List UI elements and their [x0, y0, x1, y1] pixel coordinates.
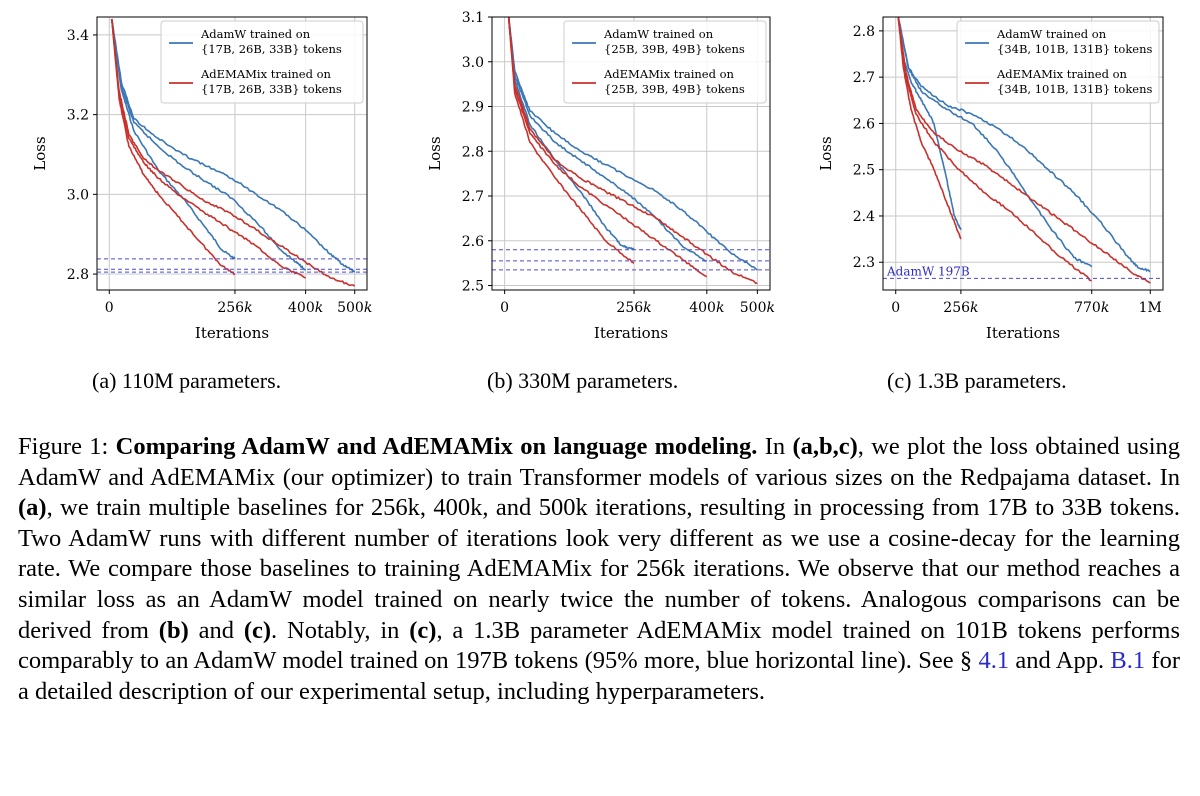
series-group	[110, 18, 356, 287]
series-line-ademamix-3	[507, 17, 635, 264]
y-tick-label: 2.5	[853, 163, 875, 179]
series-line-ademamix-5	[507, 17, 758, 285]
caption-text: and	[188, 616, 244, 644]
legend-entry-line1: AdEMAMix trained on	[200, 67, 332, 81]
series-group	[507, 17, 758, 285]
caption-bold: (b)	[158, 616, 189, 644]
reference-label: AdamW 197B	[886, 264, 970, 278]
y-tick-label: 2.5	[462, 279, 484, 295]
caption-text: , we plot the loss obtained using AdamW …	[18, 433, 1181, 491]
caption-bold: (c)	[409, 616, 437, 644]
legend-entry-line2: {17B, 26B, 33B} tokens	[201, 42, 342, 56]
caption-bold: (c)	[243, 616, 272, 644]
chart-b: 0 256k 400k 500k 2.5 2.6 2.7 2.8 2.9 3.0 3.1 Iterat…	[426, 10, 775, 342]
legend-box	[563, 20, 767, 104]
x-tick-label: 400k	[288, 300, 323, 316]
series-group	[897, 17, 1151, 284]
legend-box	[160, 20, 364, 104]
x-tick-label: 0	[105, 300, 114, 316]
series-line-ademamix-5	[110, 18, 356, 287]
series-line-adamw-2	[110, 18, 356, 273]
x-tick-label: 256k	[217, 300, 252, 316]
series-line-ademamix-4	[110, 18, 306, 279]
x-axis-label: Iterations	[195, 324, 269, 342]
x-axis-label: Iterations	[986, 324, 1060, 342]
x-tick-label: 400k	[689, 300, 724, 316]
legend-entry-line1: AdamW trained on	[996, 27, 1107, 41]
y-axis-label: Loss	[817, 136, 835, 170]
subcaption-a: (a) 110M parameters.	[92, 368, 282, 393]
x-tick-label: 0	[891, 300, 900, 316]
appendix-link[interactable]: B.1	[1110, 647, 1146, 675]
section-link[interactable]: 4.1	[978, 647, 1010, 675]
x-tick-label: 0	[500, 300, 509, 316]
y-tick-label: 2.4	[853, 209, 875, 225]
caption-label: Figure 1:	[18, 433, 109, 460]
caption-text: for a detailed description of our experi…	[18, 647, 1180, 705]
x-axis-label: Iterations	[594, 324, 668, 342]
legend-entry-line2: {34B, 101B, 131B} tokens	[997, 82, 1153, 96]
chart-a: 0 256k 400k 500k 2.8 3.0 3.2 3.4 Iterations Loss A…	[31, 16, 372, 342]
plot-frame	[96, 16, 368, 291]
y-tick-label: 2.6	[462, 234, 484, 250]
chart-c: AdamW 197B 0 256k 770k 1M 2.3 2.4 2.5 2.6 2.7 2.8 I…	[817, 16, 1164, 342]
y-tick-label: 2.9	[462, 100, 484, 116]
y-tick-label: 2.3	[853, 255, 875, 271]
series-line-ademamix-4	[897, 17, 1092, 282]
chart-panel-a: 0 256k 400k 500k 2.8 3.0 3.2 3.4 Iterations Loss A…	[0, 0, 390, 360]
x-tick-label: 500k	[337, 300, 372, 316]
y-axis-label: Loss	[426, 136, 444, 170]
series-line-ademamix-3	[897, 17, 962, 240]
y-tick-label: 3.1	[462, 10, 484, 26]
series-line-adamw-1	[110, 18, 307, 271]
x-tick-label: 256k	[943, 300, 978, 316]
legend-entry-line1: AdEMAMix trained on	[996, 67, 1128, 81]
x-tick-label: 500k	[740, 300, 775, 316]
y-tick-label: 2.7	[853, 70, 875, 86]
x-tick-label: 1M	[1139, 300, 1162, 316]
caption-text: . Notably, in	[271, 616, 410, 644]
legend-entry-line2: {34B, 101B, 131B} tokens	[997, 42, 1153, 56]
plot-frame	[882, 16, 1164, 291]
caption-text: In	[757, 433, 793, 460]
legend-box	[956, 20, 1160, 104]
y-axis-label: Loss	[31, 136, 49, 170]
subcaption-b: (b) 330M parameters.	[487, 368, 679, 393]
y-tick-label: 3.4	[67, 28, 89, 44]
series-line-adamw-1	[507, 17, 707, 262]
series-line-adamw-0	[110, 18, 236, 260]
caption-text: and App.	[1009, 647, 1111, 675]
plot-frame	[491, 16, 771, 291]
caption-bold: (a)	[18, 494, 47, 522]
x-tick-label: 770k	[1074, 300, 1109, 316]
subcaption-c: (c) 1.3B parameters.	[887, 368, 1067, 393]
series-line-ademamix-3	[110, 18, 236, 276]
series-line-adamw-2	[897, 17, 1151, 273]
figure-caption: Figure 1: Comparing AdamW and AdEMAMix o…	[18, 432, 1180, 707]
y-tick-label: 2.8	[462, 144, 484, 160]
x-tick-label: 256k	[616, 300, 651, 316]
caption-text: , a 1.3B parameter AdEMAMix model traine…	[18, 616, 1181, 675]
caption-title: Comparing AdamW and AdEMAMix on language…	[115, 433, 758, 460]
y-tick-label: 2.6	[853, 116, 875, 132]
caption-bold: (a,b,c)	[792, 433, 858, 460]
y-tick-label: 3.2	[67, 108, 89, 124]
y-tick-label: 2.8	[67, 267, 89, 283]
legend-entry-line2: {25B, 39B, 49B} tokens	[604, 42, 745, 56]
y-tick-label: 2.8	[853, 24, 875, 40]
legend-entry-line2: {17B, 26B, 33B} tokens	[201, 82, 342, 96]
y-tick-label: 3.0	[67, 187, 89, 203]
y-tick-label: 2.7	[462, 189, 484, 205]
caption-text: , we train multiple baselines for 256k, …	[18, 494, 1180, 644]
series-line-ademamix-5	[897, 17, 1151, 284]
legend-entry-line1: AdEMAMix trained on	[603, 67, 735, 81]
y-tick-label: 3.0	[462, 55, 484, 71]
legend-entry-line1: AdamW trained on	[200, 27, 311, 41]
chart-panel-c: AdamW 197B 0 256k 770k 1M 2.3 2.4 2.5 2.6 2.7 2.8 I…	[790, 0, 1190, 360]
legend-entry-line1: AdamW trained on	[603, 27, 714, 41]
chart-panel-b: 0 256k 400k 500k 2.5 2.6 2.7 2.8 2.9 3.0 3.1 Iterat…	[395, 0, 785, 360]
legend-entry-line2: {25B, 39B, 49B} tokens	[604, 82, 745, 96]
series-line-adamw-2	[507, 17, 758, 271]
